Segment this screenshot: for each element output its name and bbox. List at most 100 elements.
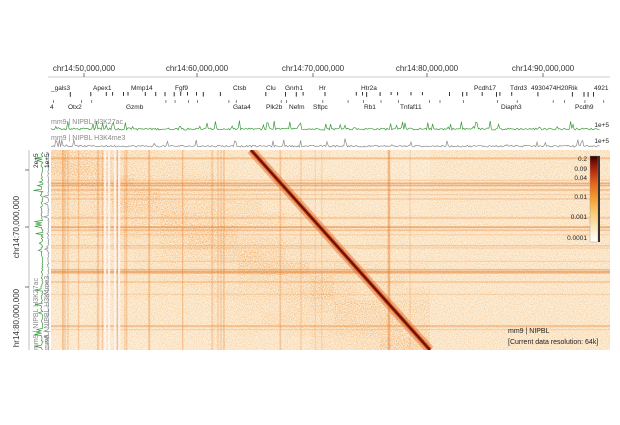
gene-label: Pcdh9 [575, 104, 594, 111]
gene-tick [380, 100, 382, 103]
colorbar-label: 0.001 [571, 214, 588, 221]
track-h3k27ac-top[interactable]: mm9 | NIPBL H3K27ac 1e+5 [50, 119, 609, 131]
gene-tick [363, 100, 364, 103]
h3k27ac-signal-line [33, 151, 44, 351]
gene-tick [497, 100, 498, 103]
track-h3k4me3-top[interactable]: mm9 | NIPBL H3K4me3 1e+5 [50, 135, 609, 148]
gene-tick [285, 92, 286, 97]
top-chromosome-axis: chr14:50,000,000 chr14:60,000,000 chr14:… [48, 64, 610, 78]
gene-label: Plk2b [266, 104, 283, 111]
gene-label: 4930474H20Rik [531, 85, 578, 92]
track-scale-label: 2e+5 [33, 153, 40, 168]
colorbar-label: 0.2 [578, 156, 587, 163]
gene-tick [324, 92, 326, 97]
gene-tick [593, 92, 594, 97]
resolution-label: [Current data resolution: 64k] [508, 339, 598, 346]
axis-tick-50m: chr14:50,000,000 [53, 64, 116, 77]
gene-tick [552, 100, 554, 103]
gene-label: Mmp14 [131, 85, 153, 92]
gene-tick [390, 92, 392, 95]
gene-tick [69, 92, 71, 97]
track-scale-label: 1e+5 [44, 153, 51, 168]
speckle-layer [51, 150, 610, 350]
gene-tick [516, 100, 518, 103]
heatmap-speckle [51, 150, 610, 350]
track-label: mm9 | NIPBL H3K27ac [33, 278, 40, 350]
gene-tick [463, 100, 464, 103]
gene-tick [187, 92, 188, 96]
gene-tick [112, 92, 114, 96]
gene-tick [366, 92, 368, 97]
track-scale-label: 1e+5 [594, 138, 609, 145]
gene-tick [362, 92, 363, 96]
axis-tick-80m: chr14:80,000,000 [396, 64, 459, 77]
hic-heatmap[interactable]: mm9 | NIPBL [Current data resolution: 64… [51, 150, 610, 350]
gene-tick [265, 92, 267, 97]
gene-tick [91, 100, 93, 103]
gene-label: Tnfaf11 [400, 104, 422, 111]
gene-tick [123, 92, 124, 96]
gene-tick [564, 100, 565, 103]
axis-tick-label: chr14:60,000,000 [166, 64, 229, 73]
gene-label: Hr [319, 85, 327, 92]
gene-tick [322, 100, 324, 103]
gene-label: Gnrh1 [285, 85, 303, 92]
gene-ticks-upper [69, 92, 594, 97]
h3k27ac-signal-line [50, 120, 600, 131]
gene-tick [219, 92, 221, 97]
gene-label: _gals3 [50, 85, 71, 92]
gene-tick [165, 100, 167, 103]
colorbar-label: 0.09 [574, 166, 587, 173]
track-scale-label: 1e+5 [594, 122, 609, 129]
gene-tick [196, 92, 197, 96]
gene-label: Clu [266, 85, 276, 92]
axis-tick-60m: chr14:60,000,000 [166, 64, 229, 77]
gene-label: Tdrd3 [510, 85, 527, 92]
gene-label: Otx2 [68, 104, 82, 111]
gene-label: Pcdh17 [474, 85, 496, 92]
axis-tick-label: chr14:80,000,000 [396, 64, 459, 73]
axis-tick-70m: chr14:70,000,000 [282, 64, 345, 77]
gene-tick [496, 92, 497, 97]
track-label: mm9 | NIPBL H3K4me3 [51, 135, 125, 142]
gene-tick [499, 92, 501, 96]
colorbar-handle[interactable] [598, 156, 600, 242]
axis-tick-label: chr14:70,000,000 [282, 64, 345, 73]
gene-label: Apex1 [93, 85, 112, 92]
gene-tick [286, 100, 287, 103]
gene-label: 4 [50, 104, 54, 111]
gene-tick [429, 100, 430, 103]
h3k4me3-signal-line [42, 151, 50, 351]
gene-tick [511, 92, 513, 96]
gene-tick [421, 92, 423, 96]
gene-tick [174, 100, 176, 103]
gene-tick [571, 92, 573, 97]
gene-label: Sftpc [313, 104, 329, 111]
gene-tick [228, 100, 230, 103]
axis-tick-label: chr14:50,000,000 [53, 64, 116, 73]
colorbar[interactable]: 0.2 0.09 0.04 0.01 0.001 0.0001 [567, 155, 600, 243]
gene-label: Gata4 [233, 104, 251, 111]
gene-label: 4921 [594, 85, 609, 92]
gene-tick [397, 92, 399, 96]
axis-tick-label: chr14:70,000,000 [12, 195, 21, 258]
gene-label: Gzmb [126, 104, 144, 111]
gene-tick [347, 100, 349, 103]
gene-tick [295, 92, 297, 97]
gene-tick [173, 92, 175, 97]
gene-tick [462, 92, 464, 97]
track-h3k27ac-left[interactable]: mm9 | NIPBL H3K27ac 2e+5 [33, 151, 44, 351]
axis-tick-label: hr14:80,000,000 [12, 288, 21, 347]
dataset-label: mm9 | NIPBL [508, 328, 550, 335]
gene-tick [587, 92, 589, 97]
gene-tick [583, 92, 585, 97]
colorbar-label: 0.01 [574, 194, 587, 201]
gene-tick [127, 92, 129, 96]
gene-tick [180, 92, 182, 96]
gene-tick [355, 92, 357, 96]
gene-tick [449, 92, 450, 96]
track-h3k4me3-left[interactable]: mm9 | NIPBL H3K4me3 1e+5 [42, 151, 51, 351]
gene-label: Htr2a [361, 85, 377, 92]
colorbar-label: 0.0001 [567, 235, 587, 242]
gene-tick [197, 100, 198, 103]
